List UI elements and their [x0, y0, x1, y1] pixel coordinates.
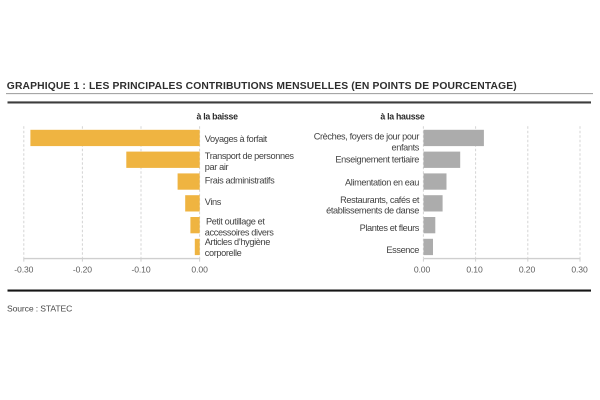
- svg-text:corporelle: corporelle: [205, 248, 242, 258]
- svg-text:Crèches, foyers de jour pour: Crèches, foyers de jour pour: [314, 132, 420, 142]
- svg-text:0.30: 0.30: [571, 264, 588, 274]
- svg-text:par air: par air: [205, 162, 229, 172]
- svg-text:établissements de danse: établissements de danse: [326, 206, 419, 216]
- svg-text:0.00: 0.00: [414, 264, 431, 274]
- svg-text:Essence: Essence: [386, 245, 419, 255]
- svg-text:GRAPHIQUE 1 : LES PRINCIPALES: GRAPHIQUE 1 : LES PRINCIPALES CONTRIBUTI…: [7, 81, 517, 92]
- svg-text:Frais administratifs: Frais administratifs: [205, 175, 275, 185]
- svg-text:enfants: enfants: [392, 143, 420, 153]
- svg-text:à la hausse: à la hausse: [380, 112, 425, 122]
- svg-text:Enseignement tertiaire: Enseignement tertiaire: [335, 155, 419, 165]
- svg-text:-0.10: -0.10: [131, 264, 150, 274]
- svg-text:Petit outillage et: Petit outillage et: [206, 217, 265, 227]
- svg-text:Plantes et fleurs: Plantes et fleurs: [360, 223, 420, 233]
- svg-text:0.10: 0.10: [466, 264, 483, 274]
- svg-text:-0.20: -0.20: [73, 264, 92, 274]
- svg-text:Articles d’hygiène: Articles d’hygiène: [205, 237, 270, 247]
- svg-text:0.20: 0.20: [519, 264, 536, 274]
- svg-text:Source : STATEC: Source : STATEC: [7, 303, 72, 313]
- svg-text:Alimentation en eau: Alimentation en eau: [345, 177, 419, 187]
- svg-text:-0.30: -0.30: [14, 264, 33, 274]
- svg-text:0.00: 0.00: [191, 264, 208, 274]
- svg-text:à la baisse: à la baisse: [197, 112, 239, 122]
- svg-text:Vins: Vins: [205, 197, 222, 207]
- svg-text:Restaurants, cafés et: Restaurants, cafés et: [340, 195, 420, 205]
- svg-text:Transport de personnes: Transport de personnes: [205, 151, 295, 161]
- svg-text:Voyages à forfait: Voyages à forfait: [205, 134, 268, 144]
- svg-text:accessoires divers: accessoires divers: [205, 227, 275, 237]
